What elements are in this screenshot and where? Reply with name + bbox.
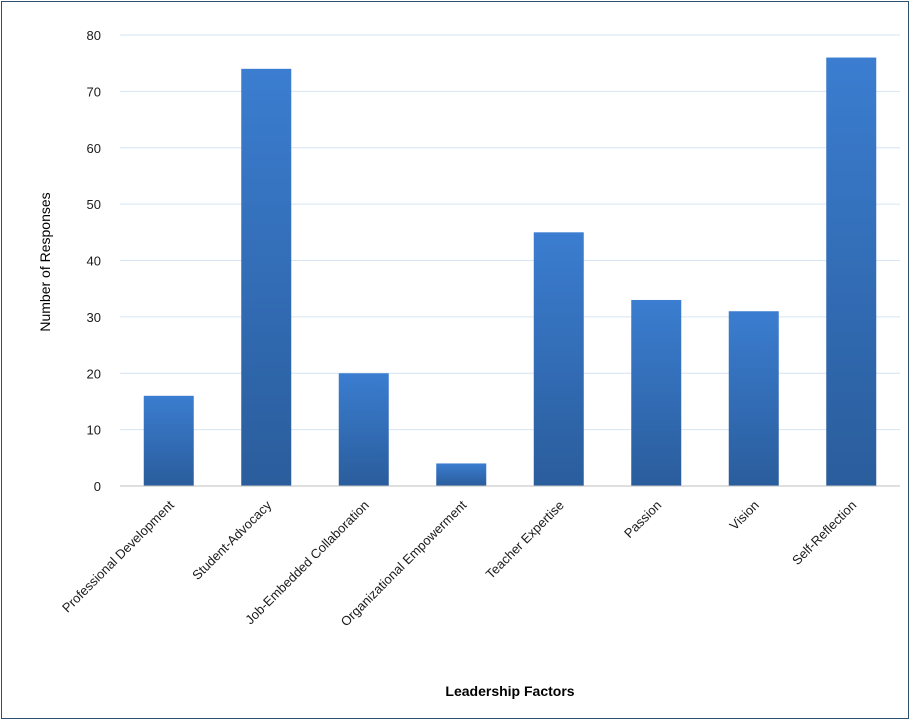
x-axis-title: Leadership Factors: [445, 683, 574, 699]
bars: [143, 57, 877, 487]
x-tick-label: Passion: [621, 498, 664, 541]
x-tick-label: Student-Advocacy: [189, 497, 275, 583]
y-tick-label: 20: [87, 366, 101, 381]
bar: [241, 68, 292, 486]
y-tick-label: 40: [87, 254, 101, 269]
bar: [631, 299, 682, 486]
bar: [533, 232, 584, 486]
y-tick-label: 80: [87, 28, 101, 43]
x-tick-label: Vision: [726, 498, 761, 533]
x-tick-label: Teacher Expertise: [483, 498, 567, 582]
bar: [143, 395, 194, 486]
bar: [338, 373, 389, 486]
y-axis-title: Number of Responses: [37, 192, 53, 331]
bar: [826, 57, 877, 487]
y-tick-label: 60: [87, 141, 101, 156]
bar: [728, 311, 779, 486]
y-axis-ticks: 0 10 20 30 40 50 60 70 80: [87, 28, 101, 494]
y-tick-label: 0: [94, 479, 101, 494]
y-tick-label: 30: [87, 310, 101, 325]
x-tick-label: Professional Development: [59, 497, 177, 615]
bar: [436, 463, 487, 486]
x-axis-ticks: Professional Development Student-Advocacy…: [59, 497, 859, 629]
y-tick-label: 10: [87, 423, 101, 438]
x-tick-label: Self-Reflection: [789, 498, 859, 568]
gridlines: [120, 34, 900, 431]
y-tick-label: 70: [87, 84, 101, 99]
y-tick-label: 50: [87, 197, 101, 212]
